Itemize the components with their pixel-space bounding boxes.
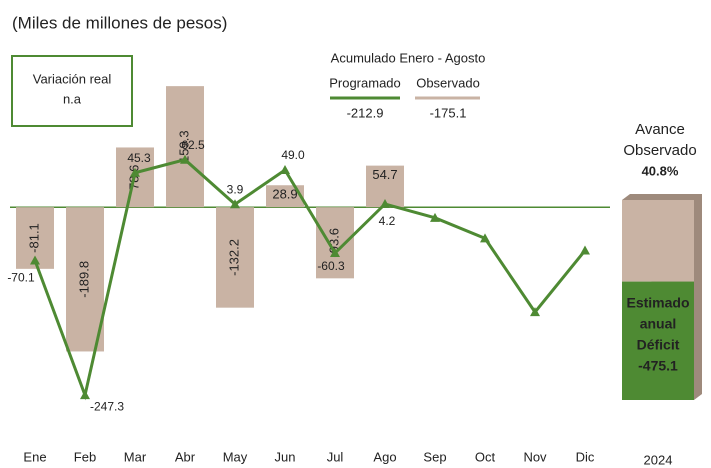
estimate-label: anual [640, 315, 677, 331]
bar-label: -81.1 [26, 223, 41, 253]
x-tick-label: May [223, 449, 248, 464]
bar-label: -132.2 [226, 239, 241, 276]
bar [216, 207, 254, 308]
x-tick-label: Mar [124, 449, 147, 464]
bar-label: 159.3 [176, 130, 191, 163]
legend-label: Programado [329, 75, 401, 90]
line-marker [30, 255, 40, 265]
x-tick-label: Jun [275, 449, 296, 464]
line-marker [80, 390, 90, 400]
line-marker [330, 248, 340, 258]
line-label: -247.3 [90, 399, 124, 413]
x-tick-label: Nov [523, 449, 547, 464]
estimate-label: Estimado [626, 294, 689, 310]
line-label: -60.3 [317, 259, 345, 273]
line-marker [480, 233, 490, 243]
bar-label: 28.9 [272, 187, 297, 202]
x-tick-label: Feb [74, 449, 96, 464]
line-marker [530, 307, 540, 317]
year-label: 2024 [644, 452, 673, 467]
bar [166, 86, 204, 208]
avance-value: 40.8% [642, 163, 679, 178]
x-tick-label: Ene [23, 449, 46, 464]
line [33, 158, 587, 401]
bar-label: 54.7 [372, 167, 397, 182]
variation-label: Variación real [33, 71, 112, 86]
line-marker [380, 199, 390, 209]
bar [266, 185, 304, 208]
line-label: 49.0 [281, 148, 305, 162]
line-label: 4.2 [379, 214, 396, 228]
bar-label: -189.8 [76, 261, 91, 298]
line-label: 3.9 [227, 182, 244, 196]
variation-box [11, 55, 133, 127]
estimate-label: Déficit [637, 336, 680, 352]
x-tick-label: Oct [475, 449, 496, 464]
x-tick-label: Dic [576, 449, 595, 464]
accumulated-title: Acumulado Enero - Agosto [331, 50, 486, 65]
line-label: -70.1 [7, 271, 35, 285]
line-marker [280, 164, 290, 174]
estimate-value: -475.1 [638, 357, 678, 373]
x-tick-label: Ago [373, 449, 396, 464]
bar-estimate [622, 281, 694, 400]
subtitle: (Miles de millones de pesos) [12, 13, 227, 32]
bar-observed [622, 200, 694, 282]
line-marker [580, 245, 590, 255]
x-tick-label: Sep [423, 449, 446, 464]
line-marker [180, 154, 190, 164]
accumulated-value: -175.1 [430, 105, 467, 120]
legend-label: Observado [416, 75, 480, 90]
accumulated-value: -212.9 [347, 105, 384, 120]
x-tick-label: Jul [327, 449, 344, 464]
avance-label: Avance [635, 121, 685, 138]
bar [66, 207, 104, 352]
bar [316, 207, 354, 279]
line-marker [230, 199, 240, 209]
line-marker [130, 167, 140, 177]
line-marker [430, 212, 440, 222]
line-label: 45.3 [127, 151, 151, 165]
avance-label: Observado [623, 142, 696, 159]
line-label: 62.5 [181, 138, 205, 152]
variation-value: n.a [63, 91, 82, 106]
x-tick-label: Abr [175, 449, 196, 464]
